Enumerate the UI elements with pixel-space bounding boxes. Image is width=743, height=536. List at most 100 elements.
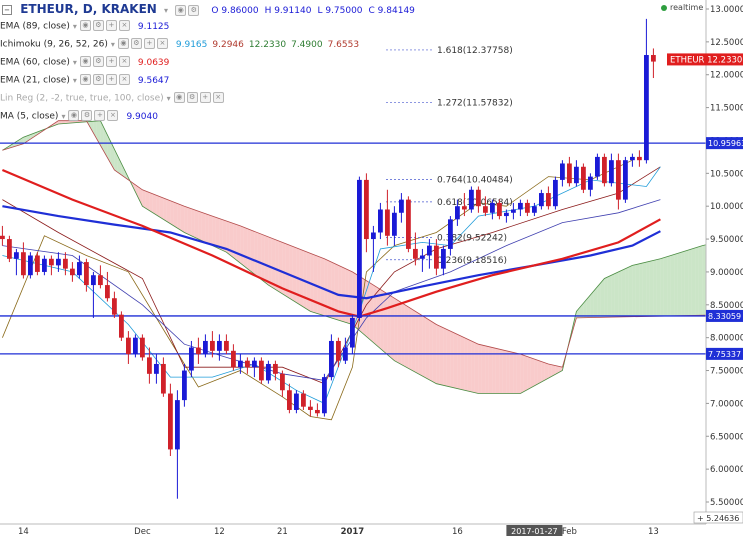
cloud-segment [229, 222, 234, 258]
cloud-segment [684, 250, 689, 316]
add-icon[interactable]: + [105, 20, 117, 31]
chevron-down-icon[interactable]: ▾ [72, 21, 77, 31]
indicator-row[interactable]: EMA (60, close) ▾ ◉ ⚙ + × 9.0639 [0, 54, 174, 70]
close-icon[interactable]: × [118, 74, 130, 85]
candle-body [56, 258, 61, 266]
candle-body [336, 340, 341, 361]
collapse-icon[interactable]: − [2, 4, 12, 15]
eye-icon[interactable]: ◉ [79, 74, 91, 85]
chevron-down-icon[interactable]: ▾ [110, 39, 115, 49]
candle-body [280, 373, 285, 391]
close-icon[interactable]: × [118, 56, 130, 67]
close-icon[interactable]: × [118, 20, 130, 31]
price-tick-label: 7.50000 [710, 367, 743, 377]
cloud-segment [110, 142, 115, 171]
indicator-buttons[interactable]: ◉ ⚙ + × [117, 36, 170, 52]
cloud-segment [691, 247, 696, 316]
candle-body [210, 340, 215, 351]
candle-body [238, 360, 243, 368]
header-buttons[interactable]: ◉ ⚙ [175, 1, 201, 19]
indicator-row[interactable]: EMA (21, close) ▾ ◉ ⚙ + × 9.5647 [0, 72, 174, 88]
price-tick-label: 8.50000 [710, 301, 743, 311]
add-icon[interactable]: + [199, 92, 211, 103]
candle-body [329, 340, 334, 378]
indicator-name: EMA (89, close) [0, 21, 70, 32]
cloud-segment [236, 224, 241, 264]
cloud-segment [250, 230, 255, 275]
settings-icon[interactable]: ⚙ [92, 56, 104, 67]
chevron-down-icon[interactable]: ▾ [61, 111, 66, 121]
eye-icon[interactable]: ◉ [79, 56, 91, 67]
settings-icon[interactable]: ⚙ [186, 92, 198, 103]
indicator-value: 9.0639 [137, 57, 170, 68]
indicator-row[interactable]: Ichimoku (9, 26, 52, 26) ▾ ◉ ⚙ + × 9.9165 9.294… [0, 36, 364, 52]
cloud-segment [282, 242, 286, 297]
candle-body [385, 209, 390, 236]
cloud-segment [30, 133, 34, 140]
eye-icon[interactable]: ◉ [79, 20, 91, 31]
indicator-buttons[interactable]: ◉ ⚙ + × [68, 108, 120, 124]
cloud-segment [429, 320, 433, 382]
fib-level-label: 0.236(9.18516) [437, 256, 507, 266]
cloud-segment [278, 240, 283, 294]
candle-body [406, 199, 411, 249]
add-icon[interactable]: + [105, 56, 117, 67]
cloud-segment [212, 216, 216, 248]
candle-body [518, 202, 523, 210]
add-icon[interactable]: + [105, 74, 117, 85]
price-tick-label: 12.50000 [710, 38, 743, 48]
cloud-segment [471, 340, 475, 393]
settings-icon[interactable]: ⚙ [92, 74, 104, 85]
indicator-row[interactable]: MA (5, close) ▾ ◉ ⚙ + × 9.9040 [0, 108, 163, 124]
indicator-buttons[interactable]: ◉ ⚙ + × [79, 72, 132, 88]
add-icon[interactable]: + [94, 110, 106, 121]
indicator-buttons[interactable]: ◉ ⚙ + × [173, 90, 226, 106]
price-tick-label: 13.00000 [710, 5, 743, 15]
settings-icon[interactable]: ⚙ [130, 38, 142, 49]
cloud-segment [275, 239, 279, 292]
add-icon[interactable]: + [143, 38, 155, 49]
cloud-segment [663, 256, 668, 317]
candle-body [147, 357, 152, 374]
settings-icon[interactable]: ⚙ [188, 4, 200, 16]
candle-body [70, 268, 75, 276]
indicator-row[interactable]: Lin Reg (2, -2, true, true, 100, close) ▾… [0, 90, 232, 106]
fib-level-label: 1.618(12.37758) [437, 46, 513, 56]
candle-body [343, 347, 348, 361]
candle-body [0, 235, 5, 240]
chevron-down-icon[interactable]: ▾ [164, 6, 169, 15]
eye-icon[interactable]: ◉ [68, 110, 80, 121]
chevron-down-icon[interactable]: ▾ [72, 75, 77, 85]
indicator-row[interactable]: EMA (89, close) ▾ ◉ ⚙ + × 9.1125 [0, 18, 174, 34]
chevron-down-icon[interactable]: ▾ [166, 93, 171, 103]
candle-body [231, 350, 236, 368]
price-tick-label: 9.50000 [710, 235, 743, 245]
indicator-buttons[interactable]: ◉ ⚙ + × [79, 18, 132, 34]
candle-body [77, 262, 82, 276]
eye-icon[interactable]: ◉ [175, 4, 187, 16]
candle-body [581, 166, 586, 190]
candle-body [63, 258, 68, 269]
cloud-segment [485, 345, 489, 394]
indicator-buttons[interactable]: ◉ ⚙ + × [79, 54, 132, 70]
close-icon[interactable]: × [107, 110, 119, 121]
cloud-segment [432, 322, 437, 384]
eye-icon[interactable]: ◉ [117, 38, 129, 49]
senkou-span-b-line [2, 120, 706, 368]
close-icon[interactable]: × [212, 92, 224, 103]
indicator-value: 7.4900 [291, 39, 323, 50]
cloud-segment [404, 304, 409, 369]
candle-body [602, 156, 607, 184]
cloud-segment [117, 156, 122, 175]
close-icon[interactable]: × [156, 38, 168, 49]
settings-icon[interactable]: ⚙ [92, 20, 104, 31]
cloud-segment [488, 346, 493, 394]
chevron-down-icon[interactable]: ▾ [72, 57, 77, 67]
eye-icon[interactable]: ◉ [173, 92, 185, 103]
cloud-segment [415, 311, 419, 375]
cloud-segment [198, 211, 202, 241]
settings-icon[interactable]: ⚙ [81, 110, 93, 121]
cloud-segment [499, 349, 503, 394]
candle-body [49, 258, 54, 266]
